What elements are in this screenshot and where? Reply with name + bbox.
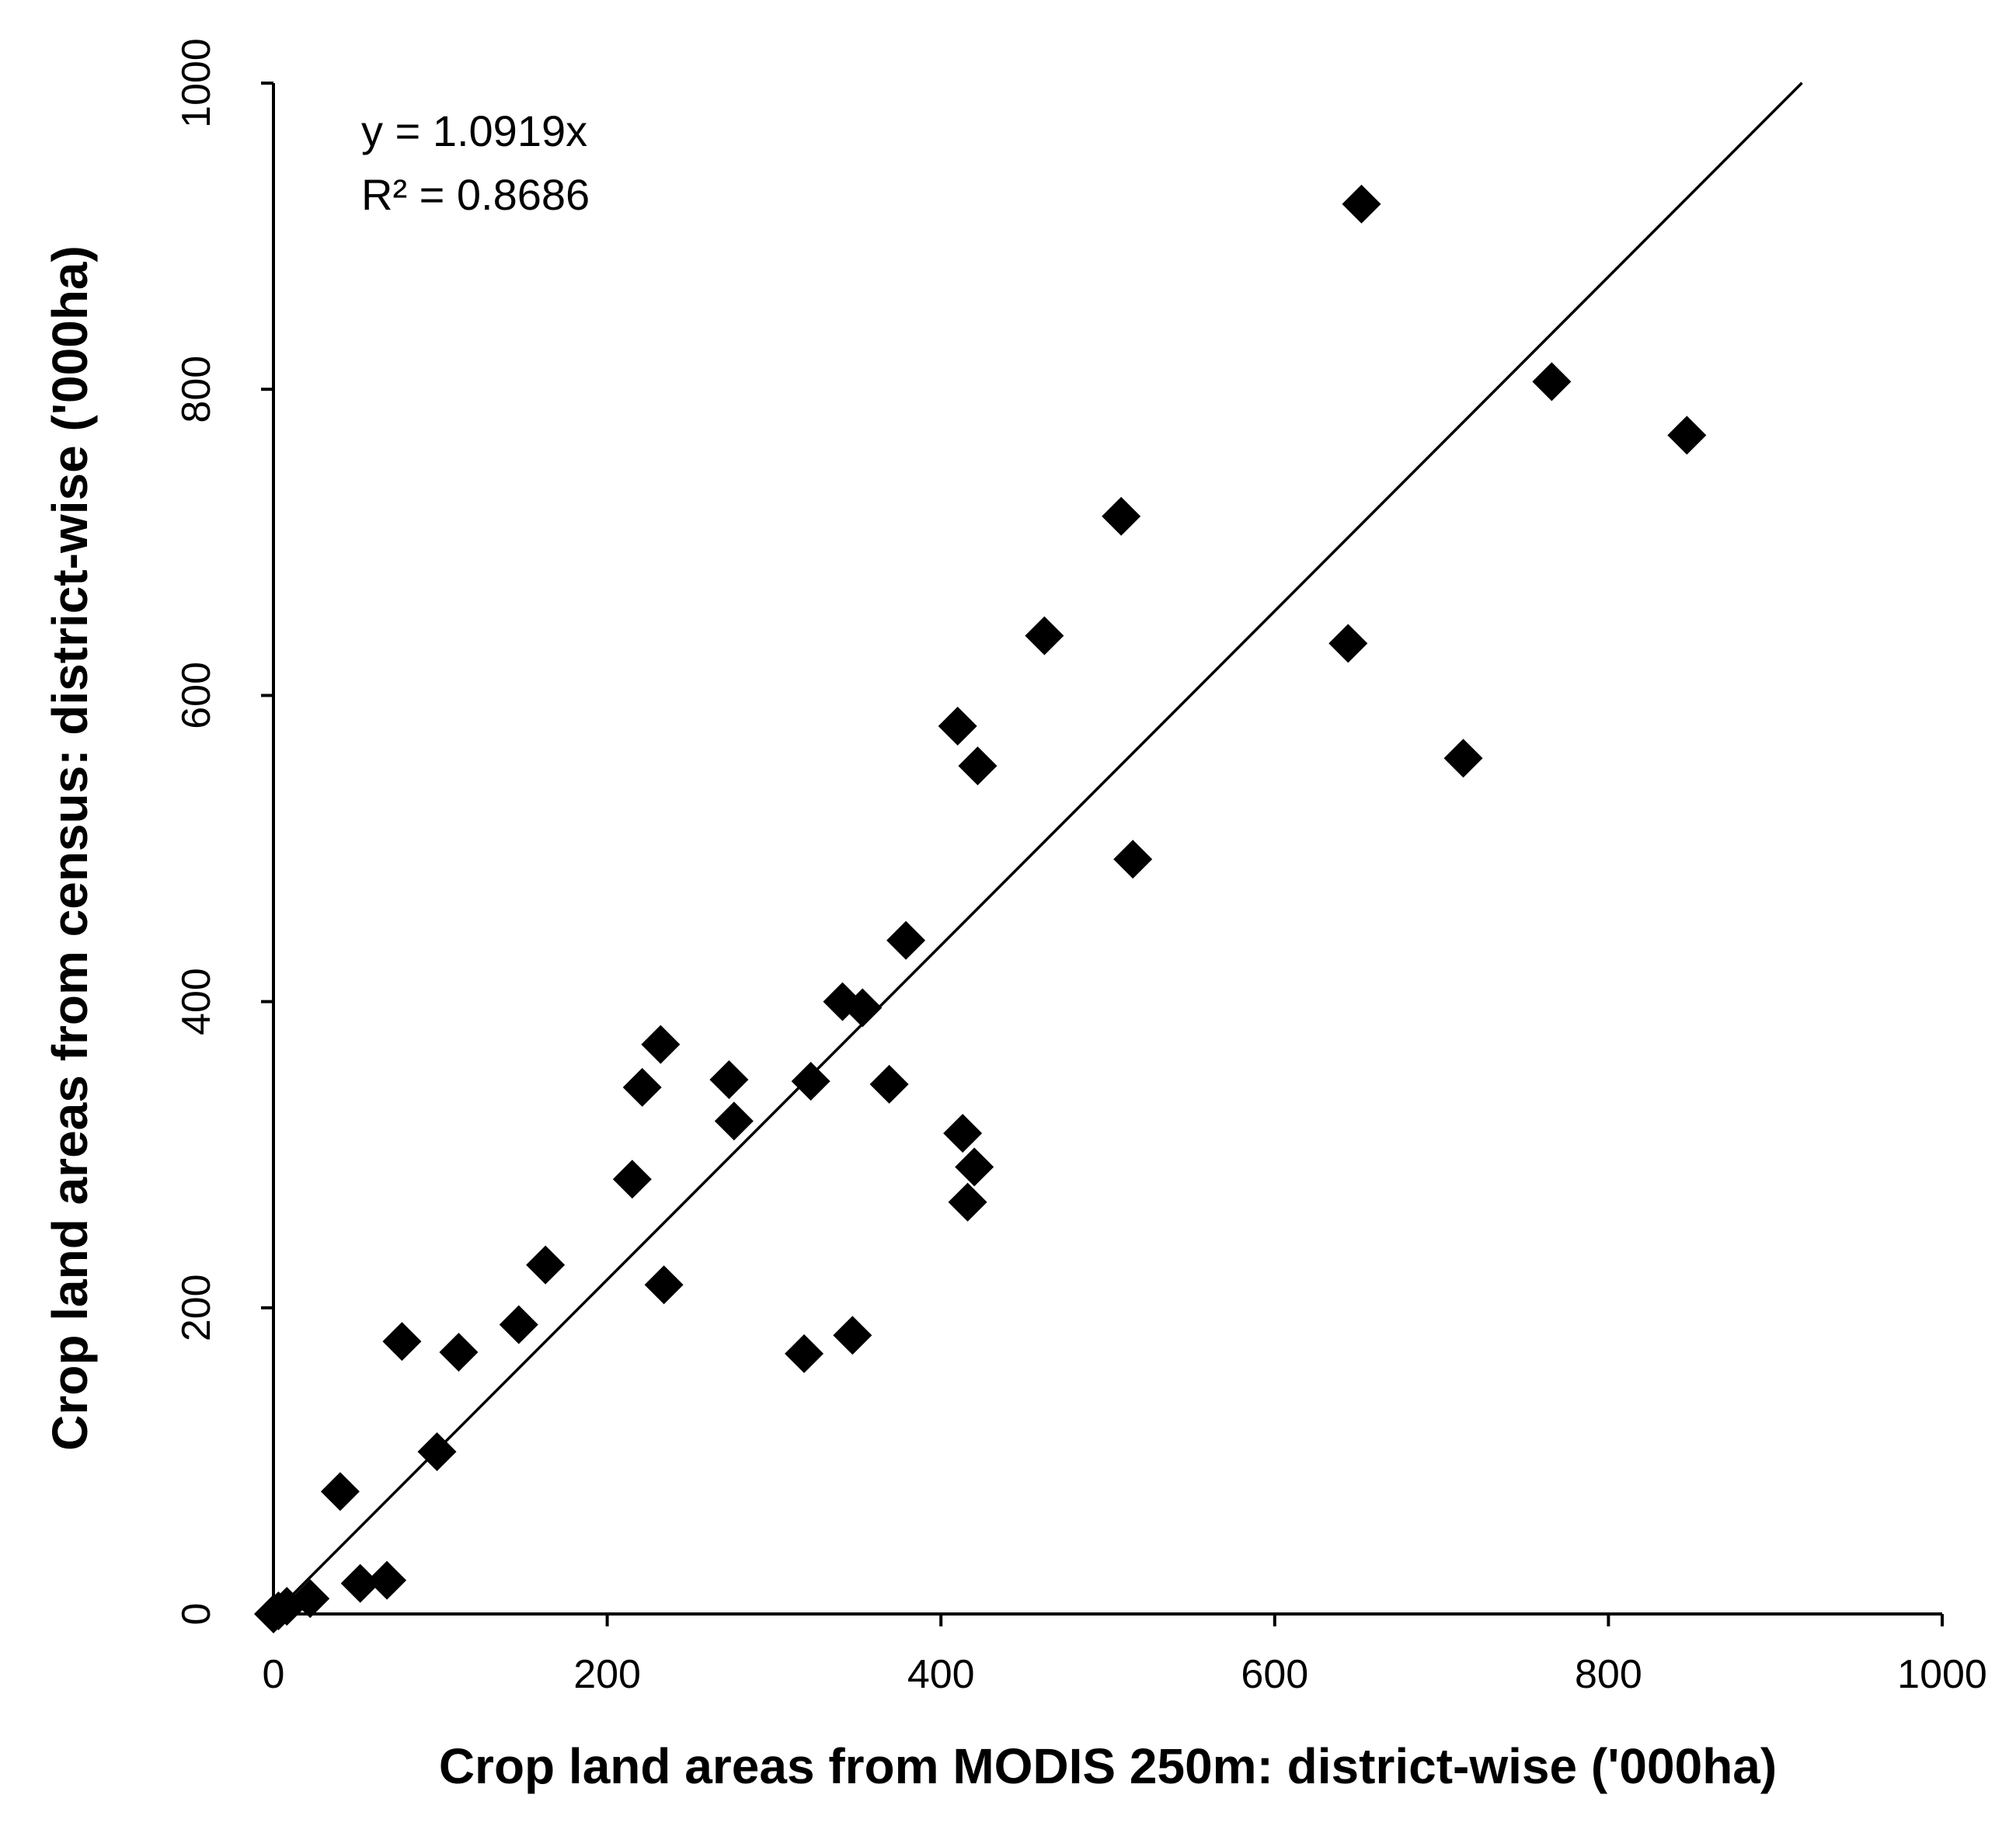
y-tick-label-1: 200	[174, 1274, 219, 1341]
data-point-12	[612, 1160, 652, 1199]
data-point-5	[340, 1563, 380, 1603]
data-point-18	[785, 1334, 824, 1373]
data-point-27	[948, 1182, 987, 1222]
r-squared-label: R² = 0.8686	[361, 170, 590, 219]
data-point-28	[955, 1147, 994, 1187]
data-point-7	[382, 1322, 422, 1362]
data-point-36	[1532, 362, 1572, 402]
y-tick-label-2: 400	[174, 968, 219, 1035]
data-point-22	[843, 988, 883, 1028]
data-point-6	[367, 1560, 407, 1600]
y-tick-label-4: 800	[174, 356, 219, 423]
x-tick-label-4: 800	[1575, 1652, 1642, 1697]
data-point-32	[1113, 840, 1153, 879]
data-point-8	[417, 1432, 457, 1472]
data-point-23	[869, 1065, 909, 1104]
x-tick-label-3: 600	[1241, 1652, 1308, 1697]
data-point-15	[644, 1265, 684, 1305]
axes	[272, 83, 1942, 1616]
data-point-25	[938, 706, 977, 746]
regression-annotations: y = 1.0919x R² = 0.8686	[361, 106, 590, 219]
data-point-33	[1328, 624, 1368, 663]
tick-labels: 0 200 400 600 800 1000 0 200 400 600 800 1000	[174, 38, 1987, 1697]
trendline-group	[272, 82, 1803, 1616]
data-point-37	[1667, 416, 1707, 455]
data-point-10	[499, 1305, 538, 1344]
data-point-19	[791, 1062, 830, 1101]
data-point-26	[943, 1114, 983, 1153]
data-points	[254, 184, 1707, 1633]
data-point-21	[833, 1316, 872, 1355]
y-tick-label-0: 0	[174, 1603, 219, 1626]
data-point-9	[439, 1332, 479, 1372]
ticks	[261, 82, 1944, 1626]
data-point-3	[291, 1579, 330, 1619]
data-point-13	[622, 1067, 662, 1107]
data-point-14	[641, 1024, 681, 1064]
x-axis-title: Crop land areas from MODIS 250m: distric…	[439, 1738, 1777, 1794]
data-point-24	[886, 920, 926, 960]
trendline	[272, 82, 1803, 1616]
data-point-16	[709, 1060, 749, 1100]
data-point-30	[1025, 616, 1064, 656]
x-tick-label-2: 400	[907, 1652, 975, 1697]
data-point-34	[1342, 184, 1381, 224]
data-point-29	[958, 746, 998, 786]
x-tick-label-1: 200	[573, 1652, 641, 1697]
data-point-4	[320, 1472, 360, 1511]
x-tick-label-0: 0	[263, 1652, 285, 1697]
data-point-31	[1102, 496, 1141, 536]
y-tick-label-3: 600	[174, 662, 219, 729]
data-point-11	[526, 1245, 566, 1285]
x-tick-label-5: 1000	[1897, 1652, 1987, 1697]
data-point-35	[1443, 739, 1483, 778]
y-tick-label-5: 1000	[174, 38, 219, 128]
y-axis-title: Crop land areas from census: district-wi…	[42, 245, 98, 1451]
data-point-17	[714, 1101, 754, 1141]
trendline-equation: y = 1.0919x	[361, 106, 587, 155]
